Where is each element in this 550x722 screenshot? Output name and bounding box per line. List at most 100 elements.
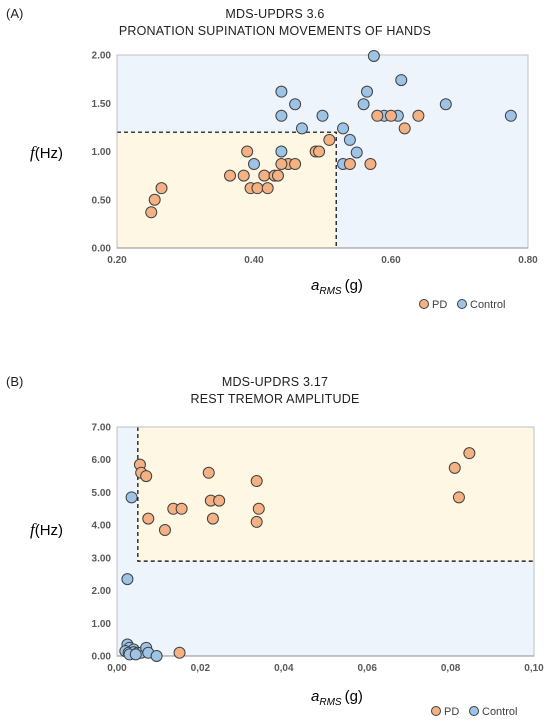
y-tick-label: 2.00 [92,586,112,597]
control-point [367,49,380,62]
control-point [316,109,329,122]
pd-point [364,158,377,171]
control-point [125,491,138,504]
control-point [295,122,308,135]
pd-point [140,470,153,483]
pd-point [371,109,384,122]
x-tick-label: 0,06 [357,663,377,674]
pd-point [412,109,425,122]
control-point [275,145,288,158]
control-point [275,85,288,98]
chart-panel-a: (A) MDS-UPDRS 3.6 PRONATION SUPINATION M… [0,0,550,330]
pd-region [137,427,534,562]
pd-point [155,182,168,195]
control-point [343,133,356,146]
scatter-plot: 0.20 0.40 0.60 0.80 0.00 0.50 1.00 1.50 2.00 f(Hz… [30,49,538,311]
legend-pd-marker [431,706,441,716]
pd-point [148,193,161,206]
pd-point [323,133,336,146]
y-tick-label: 1.00 [92,619,112,630]
x-tick-label: 0.40 [244,255,264,266]
legend-pd-label: PD [432,299,447,311]
control-point [350,146,363,159]
pd-point [250,474,263,487]
pd-point [142,512,155,525]
pd-point [271,169,284,182]
y-tick-label: 3.00 [92,553,112,564]
pd-point [258,169,271,182]
pd-point [173,646,186,659]
x-tick-label: 0.20 [107,255,127,266]
x-tick-label: 0,02 [191,663,211,674]
pd-point [252,502,265,515]
pd-point [250,515,263,528]
y-tick-label: 2.00 [92,51,112,62]
pd-point [202,466,215,479]
panel-label: (B) [6,374,24,389]
y-tick-label: 5.00 [92,488,112,499]
pd-point [206,512,219,525]
legend-pd-marker [419,299,429,309]
control-point [439,98,452,111]
pd-point [241,145,254,158]
control-point [275,109,288,122]
chart-title-line-1: MDS-UPDRS 3.17 [221,375,329,389]
legend-control-marker [469,706,479,716]
pd-point [385,109,397,122]
pd-point [448,461,461,474]
control-point [150,650,163,662]
pd-point [275,158,288,171]
panel-label: (A) [6,6,24,21]
x-tick-label: 0.60 [381,255,401,266]
pd-point [463,447,476,460]
y-axis-label: f(Hz) [30,520,63,539]
pd-point [398,122,411,135]
x-tick-label: 0,08 [441,663,461,674]
x-axis-label: aRMS (g) [311,277,363,297]
x-tick-label: 0.80 [518,255,538,266]
y-tick-label: 0.50 [92,195,112,206]
pd-point [213,494,226,507]
pd-point [175,502,188,515]
chart-title: MDS-UPDRS 3.17 REST TREMOR AMPLITUDE [0,374,550,408]
control-point [337,122,350,135]
control-point [361,85,374,98]
y-tick-label: 1.50 [92,99,112,110]
chart-title-line-2: REST TREMOR AMPLITUDE [190,392,360,406]
pd-point [224,169,237,182]
legend-control-label: Control [482,706,517,718]
y-tick-label: 1.00 [92,147,112,158]
chart-title-line-2: PRONATION SUPINATION MOVEMENTS OF HANDS [118,24,432,38]
pd-region [117,132,337,248]
pd-point [237,169,250,182]
legend-control-label: Control [470,299,505,311]
legend-control-marker [457,299,467,309]
pd-point [251,182,264,195]
chart-title: MDS-UPDRS 3.6 PRONATION SUPINATION MOVEM… [0,6,550,40]
pd-point [158,524,171,537]
x-tick-label: 0,10 [524,663,544,674]
y-axis-label: f(Hz) [30,143,63,162]
pd-point [343,158,356,171]
chart-panel-b: (B) MDS-UPDRS 3.17 REST TREMOR AMPLITUDE… [0,368,550,722]
pd-point [313,145,326,158]
chart-title-line-1: MDS-UPDRS 3.6 [225,7,325,21]
y-tick-label: 6.00 [92,455,112,466]
control-point [395,74,408,87]
x-tick-label: 0,00 [107,663,127,674]
y-tick-label: 7.00 [92,423,112,434]
pd-point [289,158,302,171]
y-tick-label: 0.00 [92,244,112,255]
pd-point [145,206,158,219]
control-point [121,573,134,586]
control-point [504,109,517,122]
scatter-plot: 0,00 0,02 0,04 0,06 0,08 0,10 0.00 1.00 2.00 3.00… [30,423,544,719]
x-tick-label: 0,04 [274,663,294,674]
y-tick-label: 4.00 [92,521,112,532]
pd-point [452,491,465,504]
pd-point [261,182,274,195]
control-point [357,98,370,111]
control-point [129,648,142,661]
legend-pd-label: PD [444,706,459,718]
x-axis-label: aRMS (g) [311,688,363,708]
